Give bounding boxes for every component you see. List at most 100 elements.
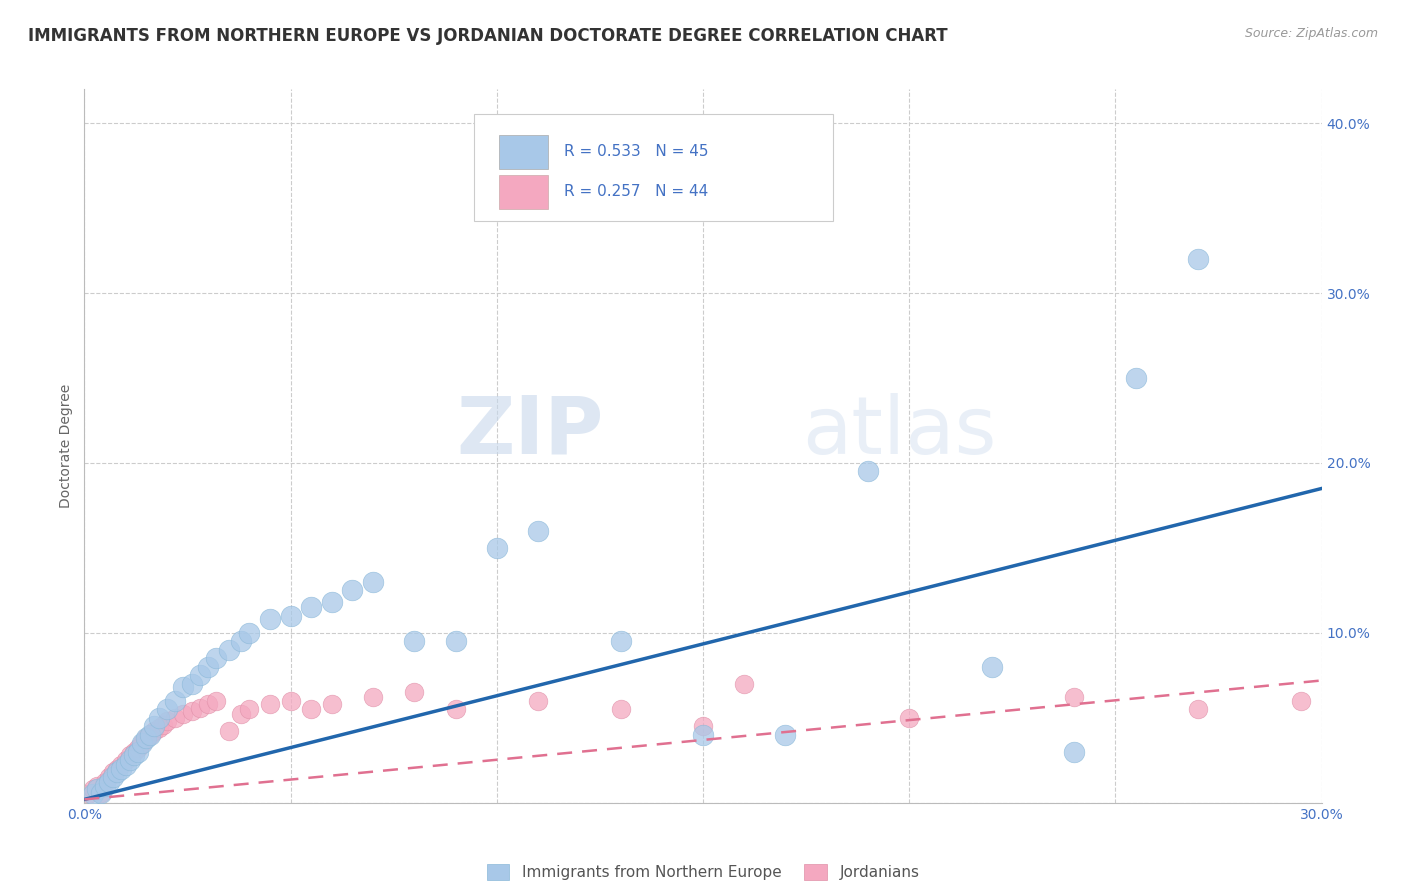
Point: [98, 770, 121, 784]
Point: [172, 707, 194, 722]
Text: R = 0.533   N = 45: R = 0.533 N = 45: [564, 145, 709, 160]
Point: [172, 680, 194, 694]
Point: [980, 660, 1002, 674]
Point: [156, 702, 179, 716]
Legend: Immigrants from Northern Europe, Jordanians: Immigrants from Northern Europe, Jordani…: [479, 856, 927, 888]
Point: [131, 736, 153, 750]
Point: [156, 714, 179, 729]
Point: [103, 765, 125, 780]
FancyBboxPatch shape: [474, 114, 832, 221]
Point: [361, 574, 384, 589]
Point: [321, 595, 343, 609]
Point: [94, 775, 117, 789]
Point: [444, 702, 467, 716]
Point: [188, 668, 211, 682]
Text: atlas: atlas: [801, 392, 997, 471]
Point: [86, 779, 108, 793]
Point: [122, 748, 145, 763]
Point: [1063, 745, 1085, 759]
Point: [218, 724, 240, 739]
Text: R = 0.257   N = 44: R = 0.257 N = 44: [564, 185, 709, 200]
Point: [77, 787, 100, 801]
Point: [180, 677, 202, 691]
FancyBboxPatch shape: [499, 175, 548, 209]
Point: [127, 741, 149, 756]
Point: [404, 685, 426, 699]
Point: [527, 694, 550, 708]
Point: [127, 745, 149, 759]
Point: [444, 634, 467, 648]
Point: [898, 711, 921, 725]
FancyBboxPatch shape: [499, 135, 548, 169]
Point: [86, 782, 108, 797]
Point: [856, 465, 879, 479]
Point: [90, 786, 112, 800]
Point: [733, 677, 755, 691]
Point: [692, 719, 714, 733]
Point: [485, 541, 508, 555]
Point: [103, 770, 125, 784]
Point: [110, 762, 132, 776]
Point: [205, 651, 228, 665]
Point: [152, 717, 174, 731]
Point: [148, 721, 170, 735]
Point: [1187, 702, 1209, 716]
Point: [98, 775, 121, 789]
Point: [321, 698, 343, 712]
Point: [1187, 252, 1209, 266]
Point: [90, 786, 112, 800]
Point: [135, 731, 157, 746]
Point: [361, 690, 384, 705]
Point: [299, 702, 322, 716]
Point: [143, 719, 166, 733]
Point: [82, 787, 104, 801]
Point: [188, 700, 211, 714]
Point: [280, 694, 302, 708]
Point: [299, 600, 322, 615]
Point: [609, 702, 631, 716]
Point: [527, 524, 550, 538]
Point: [148, 711, 170, 725]
Point: [1289, 694, 1312, 708]
Point: [238, 626, 260, 640]
Point: [229, 634, 252, 648]
Point: [139, 728, 162, 742]
Point: [609, 634, 631, 648]
Point: [197, 698, 219, 712]
Point: [82, 782, 104, 797]
Y-axis label: Doctorate Degree: Doctorate Degree: [59, 384, 73, 508]
Point: [139, 728, 162, 742]
Point: [110, 758, 132, 772]
Point: [1125, 371, 1147, 385]
Point: [205, 694, 228, 708]
Text: ZIP: ZIP: [457, 392, 605, 471]
Point: [114, 753, 136, 767]
Point: [259, 698, 281, 712]
Point: [775, 728, 797, 742]
Point: [114, 758, 136, 772]
Point: [105, 765, 128, 780]
Point: [280, 608, 302, 623]
Point: [94, 779, 117, 793]
Point: [165, 711, 187, 725]
Point: [218, 643, 240, 657]
Point: [692, 728, 714, 742]
Point: [180, 704, 202, 718]
Point: [143, 724, 166, 739]
Point: [105, 762, 128, 776]
Point: [122, 745, 145, 759]
Text: Source: ZipAtlas.com: Source: ZipAtlas.com: [1244, 27, 1378, 40]
Point: [165, 694, 187, 708]
Point: [229, 707, 252, 722]
Point: [135, 731, 157, 746]
Point: [1063, 690, 1085, 705]
Point: [118, 748, 141, 763]
Point: [131, 736, 153, 750]
Point: [259, 612, 281, 626]
Point: [238, 702, 260, 716]
Text: IMMIGRANTS FROM NORTHERN EUROPE VS JORDANIAN DOCTORATE DEGREE CORRELATION CHART: IMMIGRANTS FROM NORTHERN EUROPE VS JORDA…: [28, 27, 948, 45]
Point: [197, 660, 219, 674]
Point: [404, 634, 426, 648]
Point: [118, 753, 141, 767]
Point: [342, 583, 364, 598]
